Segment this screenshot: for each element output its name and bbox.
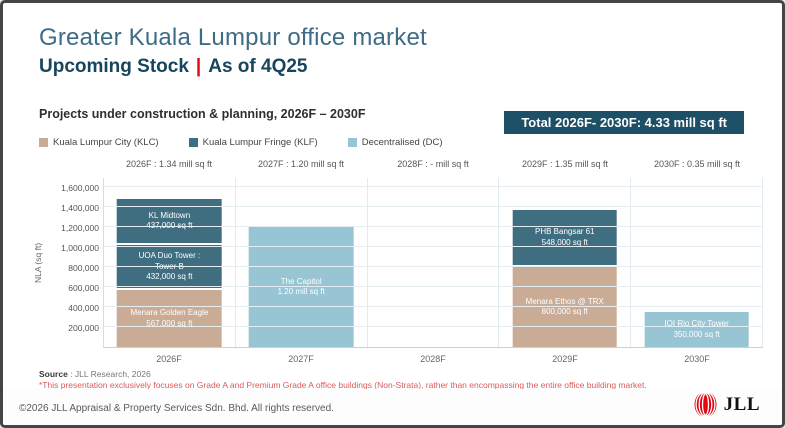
bar-segment-label-line: 548,000 sq ft bbox=[541, 237, 588, 247]
bar-segment-label-line: 800,000 sq ft bbox=[541, 307, 588, 316]
plot-column-2028f bbox=[368, 178, 500, 347]
bar-segment-label-line: PHB Bangsar 61 bbox=[534, 227, 595, 237]
bar-segment: The Capitol 1.20 mill sq ft bbox=[248, 227, 354, 347]
y-tick-label: 600,000 bbox=[68, 283, 99, 293]
legend-item-dc: Decentralised (DC) bbox=[347, 137, 443, 148]
column-header: 2028F : - mill sq ft bbox=[397, 159, 469, 169]
jll-logo: JLL bbox=[692, 390, 760, 419]
plot-column-2030f: IOI Rio City Tower 350,000 sq ft bbox=[631, 178, 763, 347]
gridline bbox=[104, 326, 763, 327]
stacked-bar-2026f: Menara Golden Eagle 567,000 sq ft UOA Duo … bbox=[117, 199, 222, 347]
gridline bbox=[104, 186, 763, 187]
chart-title: Projects under construction & planning, … bbox=[39, 107, 366, 121]
bar-segment-label-line: The Capitol bbox=[280, 276, 322, 286]
bar-segment-label-line: KL Midtown bbox=[148, 210, 191, 220]
bar-segment: Menara Ethos @ TRX 800,000 sq ft bbox=[512, 267, 618, 347]
y-tick-label: 1,600,000 bbox=[61, 183, 99, 193]
legend-label: Kuala Lumpur Fringe (KLF) bbox=[202, 137, 318, 148]
bar-segment-label-line: 350,000 sq ft bbox=[673, 329, 720, 339]
gridline bbox=[104, 286, 763, 287]
column-header: 2027F : 1.20 mill sq ft bbox=[257, 159, 345, 169]
footer: ©2026 JLL Appraisal & Property Services … bbox=[3, 389, 782, 425]
bar-segment-label-line: Menara Ethos @ TRX bbox=[525, 296, 604, 306]
y-tick-label: 200,000 bbox=[68, 323, 99, 333]
source-label: Source bbox=[39, 369, 68, 379]
plot-column-2029f: Menara Ethos @ TRX 800,000 sq ft PHB Bangs… bbox=[499, 178, 632, 347]
stacked-bar-2030f: IOI Rio City Tower 350,000 sq ft bbox=[644, 312, 749, 347]
legend-label: Kuala Lumpur City (KLC) bbox=[53, 137, 159, 148]
plot-columns: Menara Golden Eagle 567,000 sq ft UOA Duo … bbox=[104, 178, 763, 347]
bar-segment-label-line: UOA Duo Tower : bbox=[138, 251, 201, 261]
footnote: *This presentation exclusively focuses o… bbox=[39, 380, 647, 390]
y-axis: 200,000 400,000 600,000 800,000 1,000,000 1,2… bbox=[41, 178, 99, 348]
bar-segment-label-line: 437,000 sq ft bbox=[146, 221, 192, 231]
bar-segment: IOI Rio City Tower 350,000 sq ft bbox=[644, 312, 749, 347]
subtitle-left: Upcoming Stock bbox=[39, 56, 189, 77]
x-tick-label: 2026F bbox=[156, 354, 182, 364]
total-badge: Total 2026F- 2030F: 4.33 mill sq ft bbox=[504, 111, 744, 134]
gridline bbox=[104, 206, 763, 207]
legend-item-klc: Kuala Lumpur City (KLC) bbox=[39, 137, 159, 148]
y-tick-label: 1,400,000 bbox=[61, 203, 99, 213]
column-header: 2030F : 0.35 mill sq ft bbox=[653, 159, 741, 169]
x-axis: 2026F 2027F 2028F 2029F 2030F bbox=[103, 354, 763, 364]
x-tick-label: 2029F bbox=[552, 354, 578, 364]
gridline bbox=[104, 226, 763, 227]
x-tick-label: 2027F bbox=[288, 354, 314, 364]
bar-segment-label-line: 1.20 mill sq ft bbox=[277, 287, 325, 296]
y-tick-label: 1,200,000 bbox=[61, 223, 99, 233]
y-tick-label: 800,000 bbox=[68, 263, 99, 273]
chart-legend: Kuala Lumpur City (KLC) Kuala Lumpur Frin… bbox=[39, 137, 443, 148]
plot-column-2027f: The Capitol 1.20 mill sq ft bbox=[236, 178, 368, 347]
bar-segment: PHB Bangsar 61 548,000 sq ft bbox=[512, 210, 618, 265]
bar-segment-label-line: 432,000 sq ft bbox=[146, 271, 193, 281]
subtitle-right: As of 4Q25 bbox=[208, 56, 308, 77]
copyright: ©2026 JLL Appraisal & Property Services … bbox=[19, 403, 334, 414]
stacked-bar-2029f: Menara Ethos @ TRX 800,000 sq ft PHB Bangs… bbox=[512, 210, 618, 347]
stacked-bar-2027f: The Capitol 1.20 mill sq ft bbox=[248, 227, 354, 347]
legend-label: Decentralised (DC) bbox=[361, 137, 443, 148]
x-tick-label: 2030F bbox=[684, 354, 710, 364]
bar-segment: Menara Golden Eagle 567,000 sq ft bbox=[117, 290, 222, 347]
page-title: Greater Kuala Lumpur office market bbox=[39, 24, 427, 51]
legend-swatch-icon bbox=[347, 138, 357, 147]
y-tick-label: 1,000,000 bbox=[61, 243, 99, 253]
legend-swatch-icon bbox=[39, 138, 48, 147]
plot-area: Menara Golden Eagle 567,000 sq ft UOA Duo … bbox=[103, 178, 763, 348]
gridline bbox=[104, 306, 763, 307]
gridline bbox=[104, 246, 763, 247]
legend-swatch-icon bbox=[188, 138, 198, 147]
column-header: 2029F : 1.35 mill sq ft bbox=[521, 159, 609, 169]
jll-globe-icon bbox=[694, 391, 717, 418]
column-header: 2026F : 1.34 mill sq ft bbox=[125, 159, 213, 169]
plot-column-2026f: Menara Golden Eagle 567,000 sq ft UOA Duo … bbox=[104, 178, 236, 347]
source-line: Source : JLL Research, 2026 bbox=[39, 369, 151, 379]
source-text: : JLL Research, 2026 bbox=[67, 369, 151, 379]
x-tick-label: 2028F bbox=[420, 354, 446, 364]
jll-logo-text: JLL bbox=[723, 393, 760, 415]
page-subtitle: Upcoming Stock | As of 4Q25 bbox=[39, 56, 308, 78]
y-tick-label: 400,000 bbox=[68, 303, 99, 313]
bar-segment-label-line: Menara Golden Eagle bbox=[130, 308, 209, 318]
gridline bbox=[104, 266, 763, 267]
column-headers: 2026F : 1.34 mill sq ft 2027F : 1.20 mill… bbox=[103, 159, 763, 169]
bar-segment-label-line: 567,000 sq ft bbox=[146, 318, 193, 328]
legend-item-klf: Kuala Lumpur Fringe (KLF) bbox=[188, 137, 318, 148]
subtitle-separator: | bbox=[195, 56, 202, 77]
bar-segment-label-line: IOI Rio City Tower bbox=[664, 319, 729, 329]
